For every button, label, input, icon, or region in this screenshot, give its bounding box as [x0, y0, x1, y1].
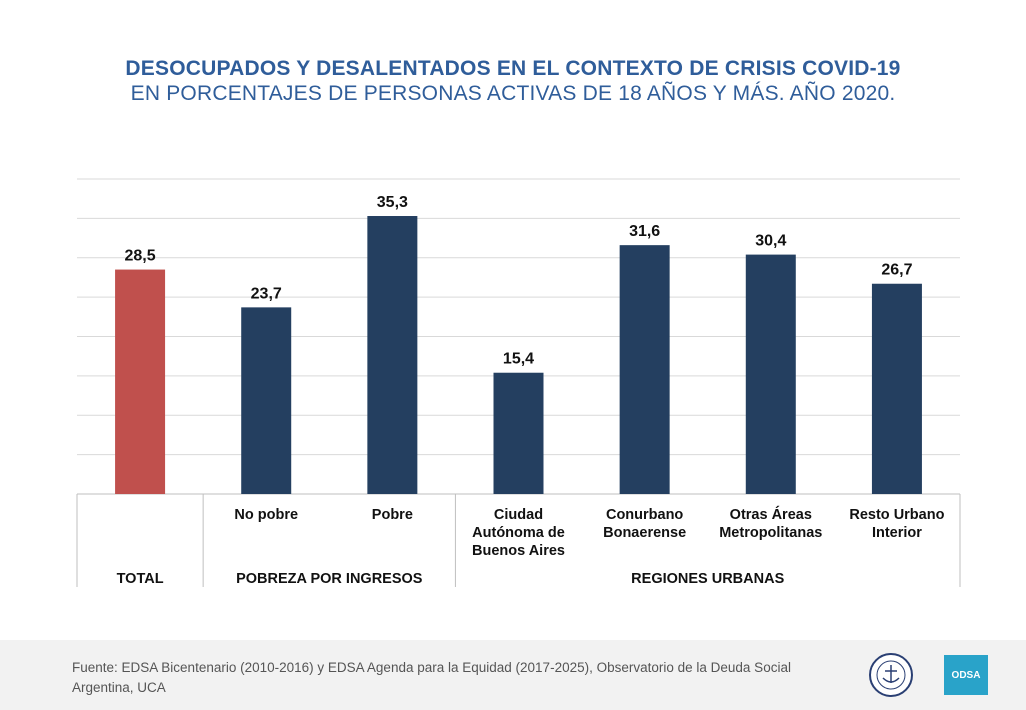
data-label: 28,5 — [125, 248, 156, 265]
chart-subtitle: EN PORCENTAJES DE PERSONAS ACTIVAS DE 18… — [130, 82, 896, 105]
footer: Fuente: EDSA Bicentenario (2010-2016) y … — [0, 640, 1026, 710]
university-seal-icon — [869, 653, 913, 697]
bar-chart: 28,5 23,7 No pobre 35,3 Pobre 15,4 Ciudad Autón… — [76, 178, 961, 587]
category-label: Metropolitanas — [719, 525, 822, 541]
category-label: Pobre — [372, 507, 413, 523]
bar — [493, 372, 544, 494]
data-label: 31,6 — [629, 223, 660, 240]
category-label: Autónoma de — [472, 525, 565, 541]
category-label: Resto Urbano — [849, 507, 944, 523]
bar — [241, 307, 292, 494]
category-label: Conurbano — [606, 507, 683, 523]
category-label: No pobre — [234, 507, 298, 523]
bar — [367, 216, 418, 494]
category-label: Otras Áreas — [730, 506, 812, 523]
category-label: Ciudad — [494, 507, 543, 523]
source-note: Fuente: EDSA Bicentenario (2010-2016) y … — [72, 660, 791, 695]
data-label: 35,3 — [377, 194, 408, 211]
data-label: 30,4 — [755, 233, 786, 250]
group-label: TOTAL — [117, 571, 164, 587]
chart-title: DESOCUPADOS Y DESALENTADOS EN EL CONTEXT… — [125, 57, 901, 80]
category-label: Bonaerense — [603, 525, 686, 541]
bar — [871, 283, 922, 494]
category-label: Interior — [872, 525, 922, 541]
group-label: REGIONES URBANAS — [631, 571, 784, 587]
data-label: 26,7 — [881, 262, 912, 279]
data-label: 15,4 — [503, 351, 534, 368]
odsa-logo: ODSA — [944, 655, 988, 695]
bar — [619, 245, 670, 494]
bar — [115, 269, 166, 494]
bar — [745, 254, 796, 494]
category-label: Buenos Aires — [472, 543, 565, 559]
data-label: 23,7 — [251, 285, 282, 302]
group-label: POBREZA POR INGRESOS — [236, 571, 423, 587]
